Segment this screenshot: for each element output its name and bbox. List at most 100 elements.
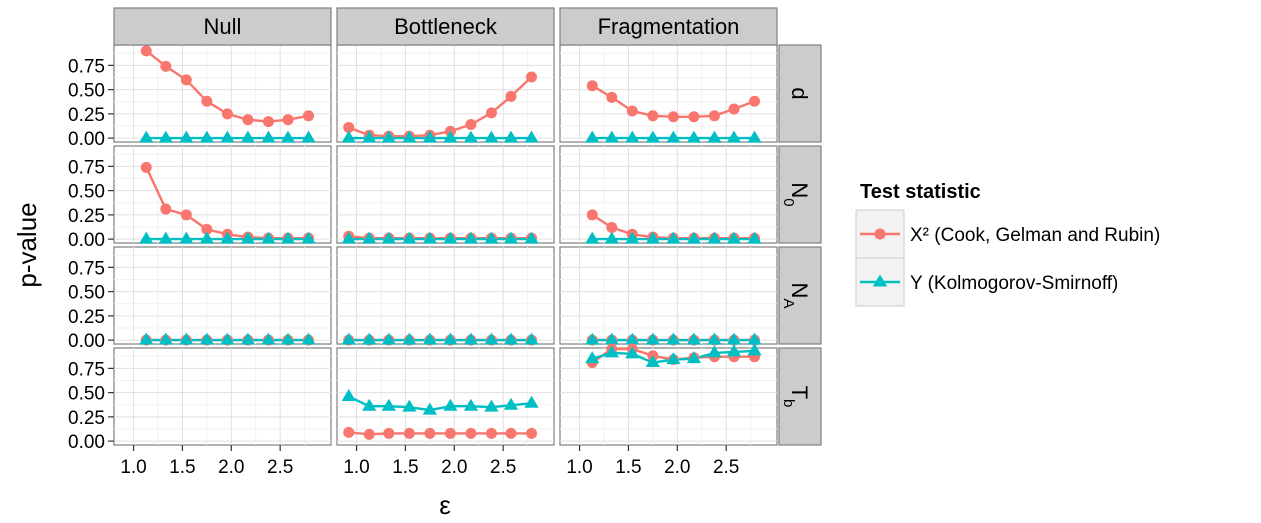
- panel-r0-c2: [559, 44, 778, 143]
- axes-layer: 0.00 0.25 0.50 0.75 0.00 0.25 0.50 0.75 0.00 0.25…: [68, 56, 739, 478]
- x-tick-label: 1.5: [169, 457, 195, 478]
- data-point-triangle: [625, 231, 640, 244]
- data-point-triangle: [625, 332, 640, 345]
- data-point-triangle: [341, 130, 356, 143]
- data-point-circle: [526, 71, 538, 83]
- panel-background: [336, 44, 555, 143]
- panel-r0-c1: [336, 44, 555, 143]
- data-point-triangle: [484, 130, 499, 143]
- data-point-circle: [383, 427, 395, 439]
- data-point-triangle: [503, 397, 519, 410]
- row-strip: Tb: [778, 347, 822, 446]
- x-tick-label: 2.5: [490, 457, 516, 478]
- column-strip: Fragmentation: [559, 7, 778, 46]
- data-point-triangle: [645, 355, 660, 368]
- data-point-circle: [160, 60, 172, 72]
- data-point-circle: [403, 427, 415, 439]
- panel-background: [113, 44, 332, 143]
- panel-background: [113, 246, 332, 345]
- data-point-triangle: [524, 231, 539, 244]
- y-tick-label: 0.00: [68, 230, 105, 251]
- column-strip: Bottleneck: [336, 7, 555, 46]
- data-point-triangle: [443, 130, 458, 143]
- data-point-triangle: [503, 231, 519, 244]
- data-point-circle: [160, 203, 172, 215]
- y-tick-label: 0.50: [68, 283, 105, 304]
- data-point-triangle: [422, 130, 437, 143]
- panel-background: [559, 44, 778, 143]
- data-point-triangle: [645, 332, 660, 345]
- y-tick-label: 0.50: [68, 81, 105, 102]
- data-point-triangle: [362, 398, 377, 411]
- data-point-triangle: [301, 130, 316, 143]
- data-point-triangle: [707, 231, 722, 244]
- data-point-triangle: [604, 130, 619, 143]
- data-point-circle: [485, 427, 497, 439]
- panel-r2-c1: [336, 246, 555, 345]
- series-group-r2-c2: [585, 332, 762, 346]
- data-point-triangle: [484, 399, 499, 412]
- row-strip: d: [778, 44, 822, 143]
- data-point-circle: [262, 116, 274, 128]
- data-point-triangle: [645, 231, 660, 244]
- legend-symbol-x2: [860, 228, 900, 240]
- data-point-triangle: [158, 130, 173, 143]
- data-point-triangle: [402, 332, 417, 345]
- x-tick-label: 1.0: [566, 457, 592, 478]
- data-point-triangle: [179, 130, 194, 143]
- legend-title: Test statistic: [860, 181, 981, 203]
- row-strip-label: NA: [780, 283, 812, 309]
- data-point-triangle: [199, 332, 214, 345]
- data-point-triangle: [139, 130, 154, 143]
- column-strip-label: Null: [204, 14, 242, 39]
- data-point-circle: [526, 427, 538, 439]
- panel-r2-c2: [559, 246, 778, 345]
- strip-background: [778, 246, 822, 345]
- data-point-triangle: [240, 332, 256, 345]
- data-point-triangle: [585, 332, 600, 345]
- data-point-triangle: [604, 332, 619, 345]
- series-group-r2-c0: [139, 332, 316, 346]
- data-point-circle: [201, 223, 213, 235]
- strip-background: [336, 7, 555, 46]
- data-point-circle: [343, 121, 355, 133]
- y-tick-label: 0.75: [68, 56, 105, 77]
- strip-background: [113, 7, 332, 46]
- data-point-triangle: [158, 332, 173, 345]
- row-strip: NA: [778, 246, 822, 345]
- data-point-triangle: [261, 130, 276, 143]
- series-group-r1-c1: [341, 230, 539, 244]
- panel-r2-c0: [113, 246, 332, 345]
- row-strip-label: Tb: [780, 386, 812, 408]
- data-point-triangle: [381, 231, 396, 244]
- data-point-triangle: [139, 332, 154, 345]
- data-point-triangle: [463, 130, 479, 143]
- data-point-triangle: [220, 130, 235, 143]
- data-point-triangle: [463, 398, 479, 411]
- legend-label-x2: X² (Cook, Gelman and Rubin): [910, 225, 1160, 246]
- data-point-triangle: [301, 231, 316, 244]
- data-point-circle: [505, 427, 517, 439]
- data-point-triangle: [484, 332, 499, 345]
- legend-label-y: Y (Kolmogorov-Smirnoff): [910, 273, 1118, 294]
- series-group-r3-c2: [585, 343, 762, 369]
- data-point-triangle: [707, 332, 722, 345]
- y-tick-label: 0.25: [68, 408, 105, 429]
- data-point-triangle: [261, 332, 276, 345]
- legend-symbol-y: [860, 274, 900, 287]
- series-group-r0-c2: [585, 80, 762, 143]
- y-tick-label: 0.00: [68, 432, 105, 453]
- legend: Test statistic X² (Cook, Gelman and Rubi…: [855, 181, 1160, 307]
- data-point-triangle: [872, 274, 888, 287]
- series-line-x2: [348, 76, 533, 138]
- x-tick-label: 1.5: [615, 457, 641, 478]
- data-point-triangle: [443, 231, 458, 244]
- data-point-triangle: [261, 231, 276, 244]
- data-point-triangle: [604, 345, 619, 358]
- strips-layer: Null Bottleneck Fragmentation d N0 NA Tb: [113, 7, 822, 446]
- data-point-circle: [647, 110, 659, 122]
- data-point-triangle: [220, 332, 235, 345]
- data-point-triangle: [666, 332, 681, 345]
- strip-background: [778, 347, 822, 446]
